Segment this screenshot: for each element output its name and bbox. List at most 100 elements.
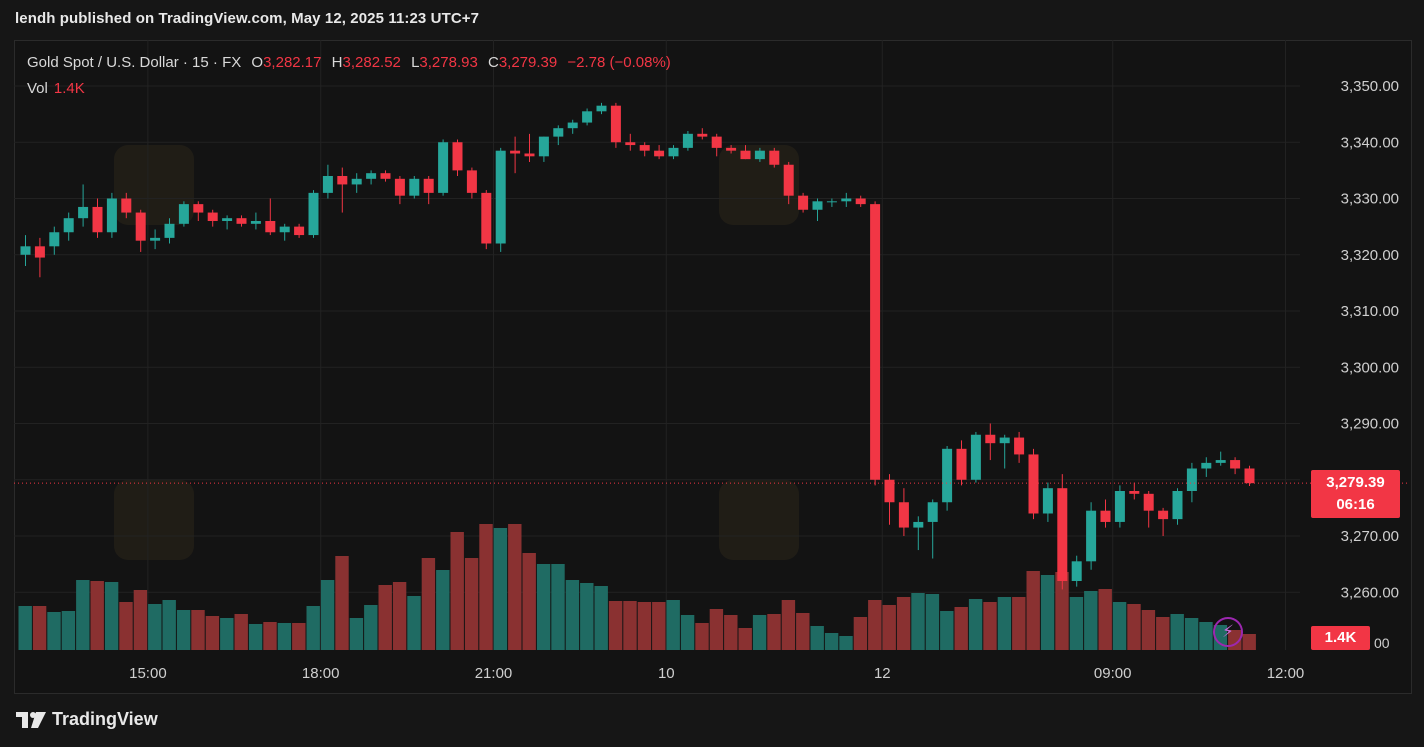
time-axis[interactable]: 15:00 18:00 21:00 10 12 09:00 12:00 xyxy=(129,665,1304,682)
candle-body xyxy=(380,173,391,179)
candle-body xyxy=(481,192,492,244)
volume-bar xyxy=(436,570,450,650)
volume-bar xyxy=(853,617,868,650)
volume-bar xyxy=(1127,604,1141,650)
price-tick-label: 3,300.00 xyxy=(1341,359,1399,376)
candle-body xyxy=(1201,462,1212,469)
candle-body xyxy=(956,448,967,480)
candle-body xyxy=(697,133,708,137)
volume-bar xyxy=(1084,591,1098,650)
volume-bar xyxy=(277,623,292,650)
volume-bar xyxy=(724,615,738,650)
candle-body xyxy=(1158,510,1169,520)
change-value: −2.78 (−0.08%) xyxy=(567,54,671,71)
volume-bar xyxy=(18,606,32,650)
price-tick-label: 3,350.00 xyxy=(1341,78,1399,95)
candle-body xyxy=(1186,468,1197,491)
candle-body xyxy=(1042,488,1053,514)
candle-body xyxy=(178,204,189,224)
volume-bar xyxy=(940,611,954,650)
candle-body xyxy=(1230,460,1241,469)
candle-body xyxy=(740,150,751,160)
volume-bar xyxy=(306,606,320,650)
volume-bar xyxy=(1170,614,1184,650)
time-tick-label: 12 xyxy=(874,665,891,682)
price-tick-label: 3,310.00 xyxy=(1341,303,1399,320)
volume-bar xyxy=(508,524,522,650)
volume-label: Vol xyxy=(27,80,48,97)
candle-body xyxy=(409,178,420,196)
watermark-logo-icon xyxy=(719,145,799,225)
volume-bar xyxy=(1012,597,1026,650)
volume-bar xyxy=(407,596,421,650)
volume-bar xyxy=(752,615,767,650)
volume-bar xyxy=(695,623,709,650)
candle-body xyxy=(351,178,362,185)
last-price-value: 3,279.39 xyxy=(1326,474,1385,491)
volume-bar xyxy=(364,605,378,650)
candle-body xyxy=(49,232,60,247)
volume-bar xyxy=(637,602,652,650)
volume-bar xyxy=(954,607,968,650)
candle-body xyxy=(423,178,434,193)
grid-lines xyxy=(14,40,1300,650)
candle-body xyxy=(870,204,881,480)
time-tick-label: 10 xyxy=(658,665,675,682)
volume-bar xyxy=(1199,622,1213,650)
candle-body xyxy=(394,178,405,196)
close-label: C xyxy=(487,54,499,71)
volume-legend[interactable]: Vol 1.4K xyxy=(27,80,85,97)
candle-body xyxy=(1071,561,1082,581)
candle-body xyxy=(510,150,521,154)
volume-bar xyxy=(392,582,407,650)
volume-bar xyxy=(565,580,580,650)
price-axis[interactable]: 3,260.00 3,270.00 3,290.00 3,300.00 3,310.00… xyxy=(1341,78,1399,601)
volume-bar xyxy=(162,600,176,650)
volume-bar xyxy=(594,586,608,650)
candle-body xyxy=(567,122,578,129)
watermark-logo-icon xyxy=(114,480,194,560)
volume-bar xyxy=(709,609,724,650)
volume-bar xyxy=(1141,610,1156,650)
candle-body xyxy=(1086,510,1097,562)
volume-bar xyxy=(580,583,594,650)
candle-body xyxy=(106,198,117,233)
volume-bar xyxy=(652,602,666,650)
close-value: 3,279.39 xyxy=(498,54,558,71)
volume-bar xyxy=(248,624,263,650)
candlestick-chart[interactable]: 3,260.00 3,270.00 3,290.00 3,300.00 3,310.00… xyxy=(14,40,1410,692)
price-tick-label: 3,340.00 xyxy=(1341,134,1399,151)
volume-bar xyxy=(1055,572,1069,650)
tradingview-brand[interactable]: TradingView xyxy=(16,709,158,730)
volume-bar xyxy=(421,558,436,650)
volume-bar xyxy=(767,614,781,650)
volume-bar xyxy=(983,602,997,650)
time-tick-label: 21:00 xyxy=(475,665,513,682)
time-tick-label: 09:00 xyxy=(1094,665,1132,682)
symbol-title: Gold Spot / U.S. Dollar · 15 · FX xyxy=(27,54,242,71)
candle-body xyxy=(438,142,449,193)
lightning-icon[interactable]: ⚡ xyxy=(1213,617,1243,647)
candle-body xyxy=(625,142,636,146)
volume-bar xyxy=(61,611,76,650)
candle-body xyxy=(654,150,665,157)
volume-bar xyxy=(90,581,104,650)
publish-caption: lendh published on TradingView.com, May … xyxy=(15,10,480,27)
candle-body xyxy=(826,201,837,203)
volume-axis-label: 00 xyxy=(1374,637,1390,650)
candle-body xyxy=(265,221,276,233)
volume-bar xyxy=(1069,597,1084,650)
candle-body xyxy=(164,223,175,238)
volume-bar xyxy=(378,585,392,650)
candle-body xyxy=(250,221,261,224)
symbol-legend[interactable]: Gold Spot / U.S. Dollar · 15 · FX O3,282… xyxy=(27,54,671,71)
candle-body xyxy=(898,502,909,528)
watermark-logo-icon xyxy=(719,480,799,560)
candle-body xyxy=(1028,454,1039,514)
volume-bar xyxy=(1040,575,1055,650)
candle-body xyxy=(682,133,693,148)
candle-body xyxy=(538,136,549,157)
volume-bar xyxy=(608,601,623,650)
candle-body xyxy=(207,212,218,221)
volume-bar xyxy=(320,580,335,650)
